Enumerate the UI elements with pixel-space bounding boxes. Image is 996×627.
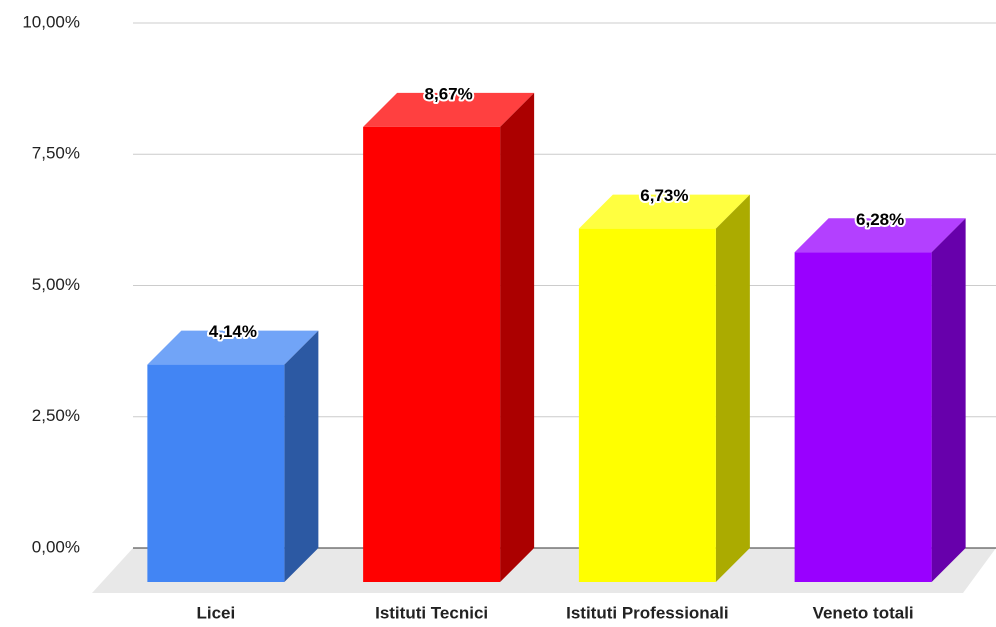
bar-front bbox=[363, 126, 501, 582]
bar-front bbox=[578, 228, 716, 583]
bar bbox=[794, 218, 966, 583]
bar-front bbox=[794, 252, 932, 583]
y-tick-label: 10,00% bbox=[22, 12, 80, 31]
y-tick-label: 7,50% bbox=[32, 144, 80, 163]
bar-side bbox=[931, 218, 966, 583]
bar-side bbox=[715, 194, 750, 583]
bar-top bbox=[363, 92, 535, 127]
data-label: 6,28% bbox=[856, 210, 904, 229]
y-tick-label: 5,00% bbox=[32, 275, 80, 294]
bar-top bbox=[147, 330, 319, 365]
x-tick-label: Veneto totali bbox=[813, 603, 914, 622]
bar-top bbox=[794, 218, 966, 253]
bar bbox=[363, 92, 535, 582]
x-tick-label: Istituti Tecnici bbox=[375, 603, 488, 622]
bar-side bbox=[284, 330, 319, 582]
y-tick-label: 0,00% bbox=[32, 537, 80, 556]
x-tick-label: Licei bbox=[197, 603, 236, 622]
data-label: 4,14% bbox=[209, 322, 257, 341]
floor bbox=[92, 548, 996, 593]
bar-front bbox=[147, 364, 285, 582]
bar bbox=[147, 330, 319, 582]
bar-side bbox=[500, 92, 535, 582]
data-label: 8,67% bbox=[425, 84, 473, 103]
bar-top bbox=[578, 194, 750, 229]
y-tick-label: 2,50% bbox=[32, 406, 80, 425]
data-label: 6,73% bbox=[640, 186, 688, 205]
x-tick-label: Istituti Professionali bbox=[566, 603, 728, 622]
bar bbox=[578, 194, 750, 583]
